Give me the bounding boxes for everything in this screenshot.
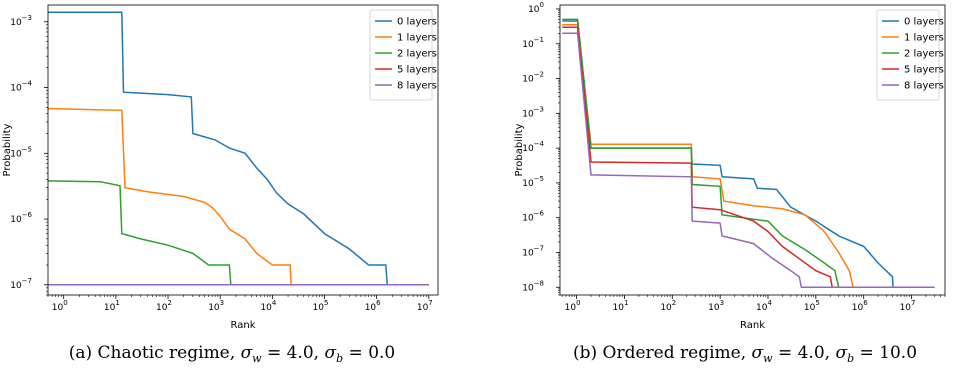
legend: 0 layers 1 layers 2 layers 5 layers 8 layers <box>876 9 944 101</box>
x-axis-label: Rank <box>740 320 765 331</box>
legend-entry-3: 5 layers <box>397 65 437 76</box>
series-line-0 <box>48 11 429 286</box>
legend-entry-0: 0 layers <box>904 17 944 28</box>
minor-ticks <box>558 10 946 297</box>
legend-entry-1: 1 layers <box>397 33 437 44</box>
y-tick-label-4: 10−4 <box>522 140 544 154</box>
figure-caption: (a) Chaotic regime, σw = 4.0, σb = 0.0 <box>69 343 396 365</box>
legend-entry-4: 8 layers <box>397 81 437 92</box>
x-tick-label-3: 103 <box>208 299 224 313</box>
x-tick-label-0: 100 <box>52 299 68 313</box>
series-line-2 <box>48 180 429 286</box>
x-tick-label-2: 102 <box>660 299 676 313</box>
legend-entry-2: 2 layers <box>397 49 437 60</box>
series-line-2 <box>562 18 935 289</box>
x-tick-label-5: 105 <box>804 299 820 313</box>
y-tick-label-0: 10−8 <box>522 279 544 293</box>
y-axis-label: Probability <box>2 123 13 176</box>
axes-frame <box>47 4 439 296</box>
legend-entry-0: 0 layers <box>397 17 437 28</box>
x-tick-label-5: 105 <box>313 299 329 313</box>
x-tick-label-7: 107 <box>900 299 916 313</box>
y-tick-label-5: 10−3 <box>522 105 544 119</box>
x-tick-label-4: 104 <box>260 299 276 313</box>
figure-caption: (b) Ordered regime, σw = 4.0, σb = 10.0 <box>573 343 917 365</box>
series-lines <box>48 11 429 286</box>
y-axis-label: Probability <box>514 123 525 176</box>
y-tick-label-3: 10−5 <box>522 175 544 189</box>
legend-box <box>876 9 940 101</box>
series-line-4 <box>562 32 935 289</box>
x-tick-label-6: 106 <box>852 299 868 313</box>
minor-ticks <box>46 24 427 297</box>
x-tick-label-6: 106 <box>365 299 381 313</box>
x-tick-label-0: 100 <box>565 299 581 313</box>
legend-entry-4: 8 layers <box>904 81 944 92</box>
y-tick-label-1: 10−6 <box>10 211 32 225</box>
x-tick-label-7: 107 <box>417 299 433 313</box>
x-tick-label-3: 103 <box>708 299 724 313</box>
x-tick-label-1: 101 <box>612 299 628 313</box>
legend-box <box>369 9 433 101</box>
y-tick-label-4: 10−3 <box>10 14 32 28</box>
legend-entry-3: 5 layers <box>904 65 944 76</box>
legend-entry-1: 1 layers <box>904 33 944 44</box>
x-tick-label-1: 101 <box>104 299 120 313</box>
y-tick-label-3: 10−4 <box>10 80 32 94</box>
legend-entry-2: 2 layers <box>904 49 944 60</box>
series-line-3 <box>562 26 935 289</box>
series-lines <box>562 18 935 289</box>
x-tick-label-4: 104 <box>756 299 772 313</box>
series-line-1 <box>48 107 429 286</box>
chart-panel-b: 100 101 102 103 104 105 106 107 10−8 10−7 10−6 10−5… <box>514 1 946 365</box>
legend: 0 layers 1 layers 2 layers 5 layers 8 layers <box>369 9 437 101</box>
y-tick-label-8: 100 <box>528 1 544 15</box>
y-tick-label-1: 10−7 <box>522 244 544 258</box>
series-line-1 <box>562 24 935 289</box>
y-tick-label-2: 10−5 <box>10 145 32 159</box>
chart-panel-a: 100 101 102 103 104 105 106 107 10−7 10−6 10−5 10−4… <box>2 4 439 365</box>
y-tick-label-7: 10−1 <box>522 36 544 50</box>
y-tick-label-2: 10−6 <box>522 210 544 224</box>
y-tick-label-6: 10−2 <box>522 71 544 85</box>
y-tick-label-0: 10−7 <box>10 277 32 291</box>
x-axis-label: Rank <box>231 320 256 331</box>
x-tick-label-2: 102 <box>156 299 172 313</box>
